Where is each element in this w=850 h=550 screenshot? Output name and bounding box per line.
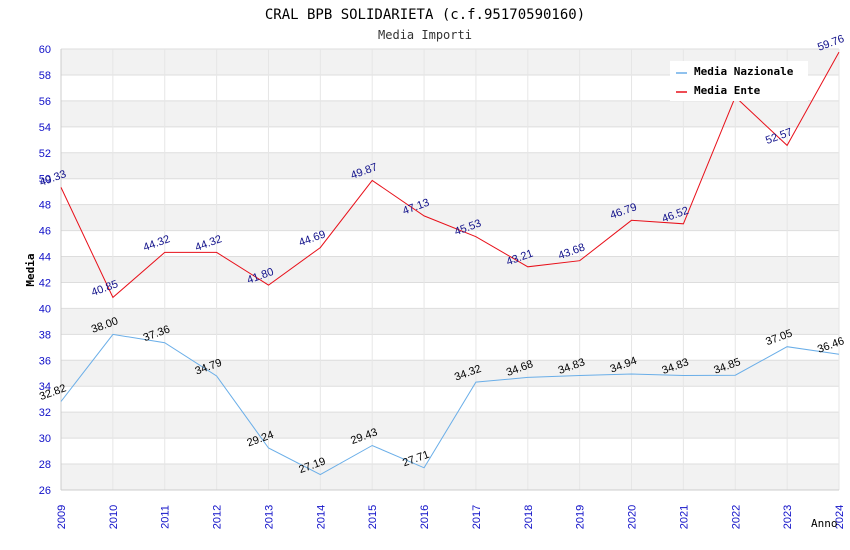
legend-label-ente: Media Ente [694, 84, 761, 97]
grid-band [61, 464, 839, 490]
series-line-nazionale [60, 333, 840, 476]
x-tick-label: 2012 [212, 505, 224, 529]
grid-band [61, 152, 839, 179]
data-label: 49.33 [38, 168, 68, 189]
series-line-ente [60, 51, 840, 299]
y-tick-label: 32 [39, 407, 51, 419]
x-tick-label: 2022 [730, 505, 742, 529]
y-tick-label: 44 [39, 252, 51, 264]
grid-band [61, 100, 839, 127]
y-tick-label: 42 [39, 277, 51, 289]
x-tick-label: 2023 [782, 505, 794, 529]
x-tick-label: 2018 [523, 505, 535, 529]
x-tick-label: 2011 [160, 505, 172, 529]
x-tick-label: 2009 [56, 505, 68, 529]
grid-bands [61, 49, 839, 490]
x-tick-label: 2019 [575, 505, 587, 529]
y-tick-label: 60 [39, 44, 51, 56]
axes [60, 49, 839, 491]
grid-band [61, 308, 839, 335]
legend: Media Nazionale Media Ente [670, 61, 808, 101]
series-lines [60, 51, 840, 476]
y-tick-label: 30 [39, 433, 51, 445]
y-tick-label: 50 [39, 174, 51, 186]
x-tick-label: 2015 [367, 505, 379, 529]
data-label: 44.69 [297, 228, 327, 249]
y-tick-label: 28 [39, 459, 51, 471]
y-tick-label: 54 [39, 122, 51, 134]
y-tick-label: 48 [39, 200, 51, 212]
x-tick-label: 2017 [471, 505, 483, 529]
y-axis-label: Media [24, 253, 37, 286]
y-tick-label: 56 [39, 96, 51, 108]
y-tick-label: 26 [39, 485, 51, 497]
grid-band [61, 360, 839, 387]
y-tick-label: 46 [39, 226, 51, 238]
x-tick-label: 2010 [108, 505, 120, 529]
tick-labels: 26 28 30 32 34 36 38 40 42 44 46 48 50 52 54 56 58 60 2009… [39, 44, 846, 529]
data-label: 44.32 [194, 233, 224, 254]
legend-box [670, 61, 808, 101]
x-tick-label: 2021 [678, 505, 690, 529]
y-tick-label: 34 [39, 381, 51, 393]
y-tick-label: 36 [39, 355, 51, 367]
data-label: 44.32 [142, 233, 172, 254]
y-tick-label: 40 [39, 303, 51, 315]
chart-title: CRAL BPB SOLIDARIETA (c.f.95170590160) [265, 7, 585, 23]
chart-subtitle: Media Importi [378, 28, 472, 42]
y-tick-label: 38 [39, 329, 51, 341]
legend-label-nazionale: Media Nazionale [694, 65, 794, 78]
y-tick-label: 52 [39, 148, 51, 160]
x-tick-label: 2024 [834, 505, 846, 529]
data-label: 52.57 [764, 126, 794, 147]
x-tick-label: 2014 [315, 505, 327, 529]
x-tick-label: 2020 [627, 505, 639, 529]
x-tick-label: 2016 [419, 505, 431, 529]
grid-band [61, 256, 839, 283]
x-axis-label: Anno [811, 517, 838, 530]
x-tick-label: 2013 [263, 505, 275, 529]
y-tick-label: 58 [39, 70, 51, 82]
